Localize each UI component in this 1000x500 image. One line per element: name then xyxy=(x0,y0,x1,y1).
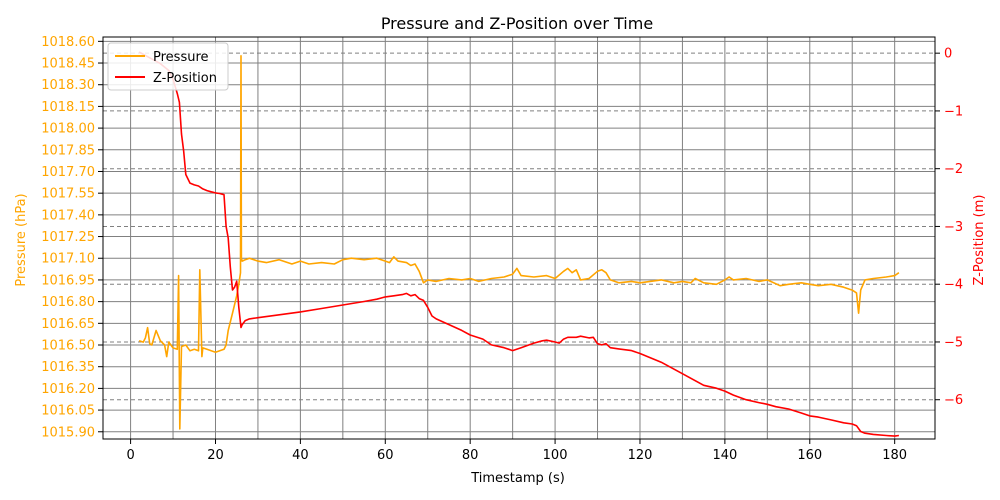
legend-box xyxy=(107,42,229,91)
y-left-tick-label: 1016.35 xyxy=(41,360,95,375)
y-left-tick-label: 1017.40 xyxy=(41,208,95,223)
y-left-tick-label: 1016.20 xyxy=(41,382,95,397)
zposition-series-line xyxy=(138,51,900,437)
y-left-tick-label: 1018.60 xyxy=(41,35,95,50)
series-layer xyxy=(138,51,900,437)
x-tick-label: 20 xyxy=(207,448,224,463)
y-right-tick-label: −1 xyxy=(944,104,963,119)
y-right-tick-label: −5 xyxy=(944,335,963,350)
x-tick-label: 120 xyxy=(628,448,653,463)
x-tick-label: 140 xyxy=(712,448,737,463)
x-tick-label: 60 xyxy=(377,448,394,463)
y-right-tick-label: −6 xyxy=(944,393,963,408)
y-left-tick-label: 1017.25 xyxy=(41,230,95,245)
legend-zposition-label: Z-Position xyxy=(153,71,217,86)
y-right-tick-label: −4 xyxy=(944,278,963,293)
y-right-tick-label: −2 xyxy=(944,162,963,177)
pressure-series-line xyxy=(138,54,900,430)
y-left-tick-label: 1015.90 xyxy=(41,425,95,440)
y-axis-right-label: Z-Position (m) xyxy=(972,195,987,286)
x-tick-label: 80 xyxy=(462,448,479,463)
y-left-tick-label: 1016.05 xyxy=(41,404,95,419)
x-tick-label: 180 xyxy=(882,448,907,463)
y-left-tick-label: 1016.65 xyxy=(41,317,95,332)
y-left-tick-label: 1016.80 xyxy=(41,295,95,310)
plot-frame xyxy=(102,36,936,440)
chart-title: Pressure and Z-Position over Time xyxy=(381,14,653,33)
y-left-tick-label: 1018.00 xyxy=(41,122,95,137)
x-tick-label: 100 xyxy=(543,448,568,463)
y-left-tick-label: 1018.30 xyxy=(41,78,95,93)
y-left-tick-label: 1017.55 xyxy=(41,187,95,202)
grid xyxy=(103,37,935,439)
axes: 0 20 40 60 80 100 120 140 160 180 1015.90 1016.05 10… xyxy=(41,35,963,463)
y-left-tick-label: 1017.85 xyxy=(41,143,95,158)
y-left-tick-label: 1018.15 xyxy=(41,100,95,115)
x-axis-label: Timestamp (s) xyxy=(470,471,565,486)
x-tick-label: 0 xyxy=(126,448,134,463)
legend: Pressure Z-Position xyxy=(107,42,229,91)
y-right-tick-label: 0 xyxy=(944,47,952,62)
legend-pressure-label: Pressure xyxy=(153,50,209,65)
y-left-tick-label: 1017.10 xyxy=(41,252,95,267)
x-tick-label: 40 xyxy=(292,448,309,463)
y-left-tick-label: 1017.70 xyxy=(41,165,95,180)
y-left-tick-label: 1016.95 xyxy=(41,273,95,288)
y-axis-left-label: Pressure (hPa) xyxy=(14,193,29,286)
y-left-tick-label: 1018.45 xyxy=(41,57,95,72)
x-tick-label: 160 xyxy=(797,448,822,463)
y-right-tick-label: −3 xyxy=(944,220,963,235)
y-left-tick-label: 1016.50 xyxy=(41,339,95,354)
